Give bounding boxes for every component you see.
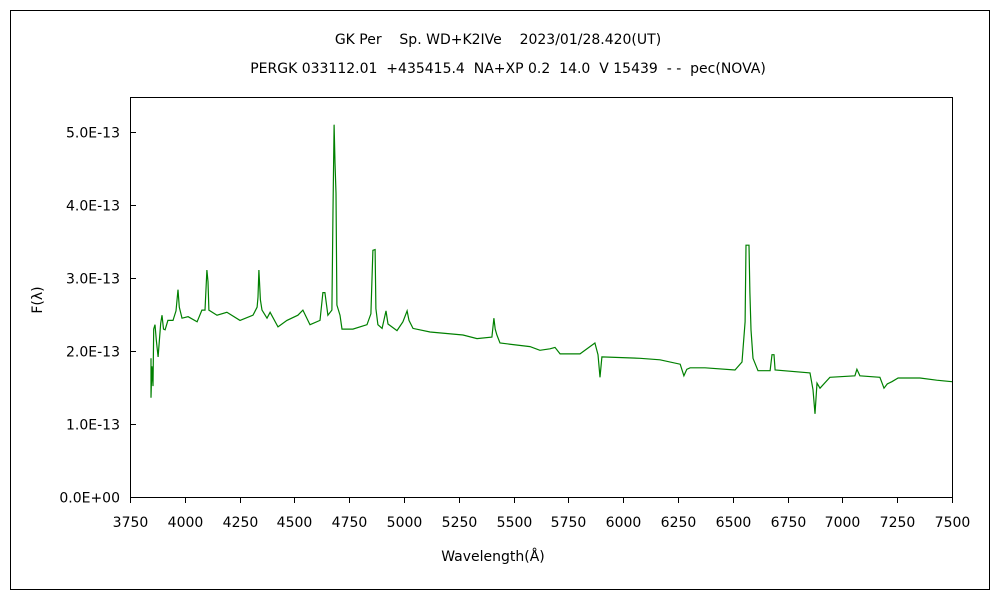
y-tick-label: 1.0E-13	[66, 418, 120, 434]
spectrum-line	[150, 124, 953, 414]
outer-border	[10, 10, 990, 590]
y-tick-label: 5.0E-13	[66, 126, 120, 142]
x-tick-label: 5000	[387, 515, 423, 531]
x-tick-label: 6250	[661, 515, 697, 531]
x-tick-label: 6750	[771, 515, 807, 531]
plot-area	[130, 97, 953, 498]
x-tick-label: 5250	[442, 515, 478, 531]
chart-title: GK Per Sp. WD+K2IVe 2023/01/28.420(UT)	[335, 32, 661, 48]
y-axis-label: F(λ)	[30, 286, 46, 313]
y-tick-label: 2.0E-13	[66, 345, 120, 361]
y-tick-label: 4.0E-13	[66, 199, 120, 215]
chart-subtitle: PERGK 033112.01 +435415.4 NA+XP 0.2 14.0…	[250, 61, 766, 77]
x-tick-label: 5750	[551, 515, 587, 531]
y-tick-label: 3.0E-13	[66, 272, 120, 288]
x-tick-label: 7000	[825, 515, 861, 531]
x-tick-label: 6000	[606, 515, 642, 531]
x-tick-label: 4000	[168, 515, 204, 531]
x-tick-label: 4250	[223, 515, 259, 531]
x-tick-label: 5500	[497, 515, 533, 531]
x-tick-label: 6500	[716, 515, 752, 531]
y-tick-label: 0.0E+00	[59, 491, 120, 507]
x-tick-label: 7500	[935, 515, 971, 531]
x-tick-label: 7250	[880, 515, 916, 531]
x-tick-label: 3750	[113, 515, 149, 531]
x-tick-label: 4750	[332, 515, 368, 531]
x-tick-label: 4500	[277, 515, 313, 531]
x-axis-label: Wavelength(Å)	[441, 548, 545, 565]
